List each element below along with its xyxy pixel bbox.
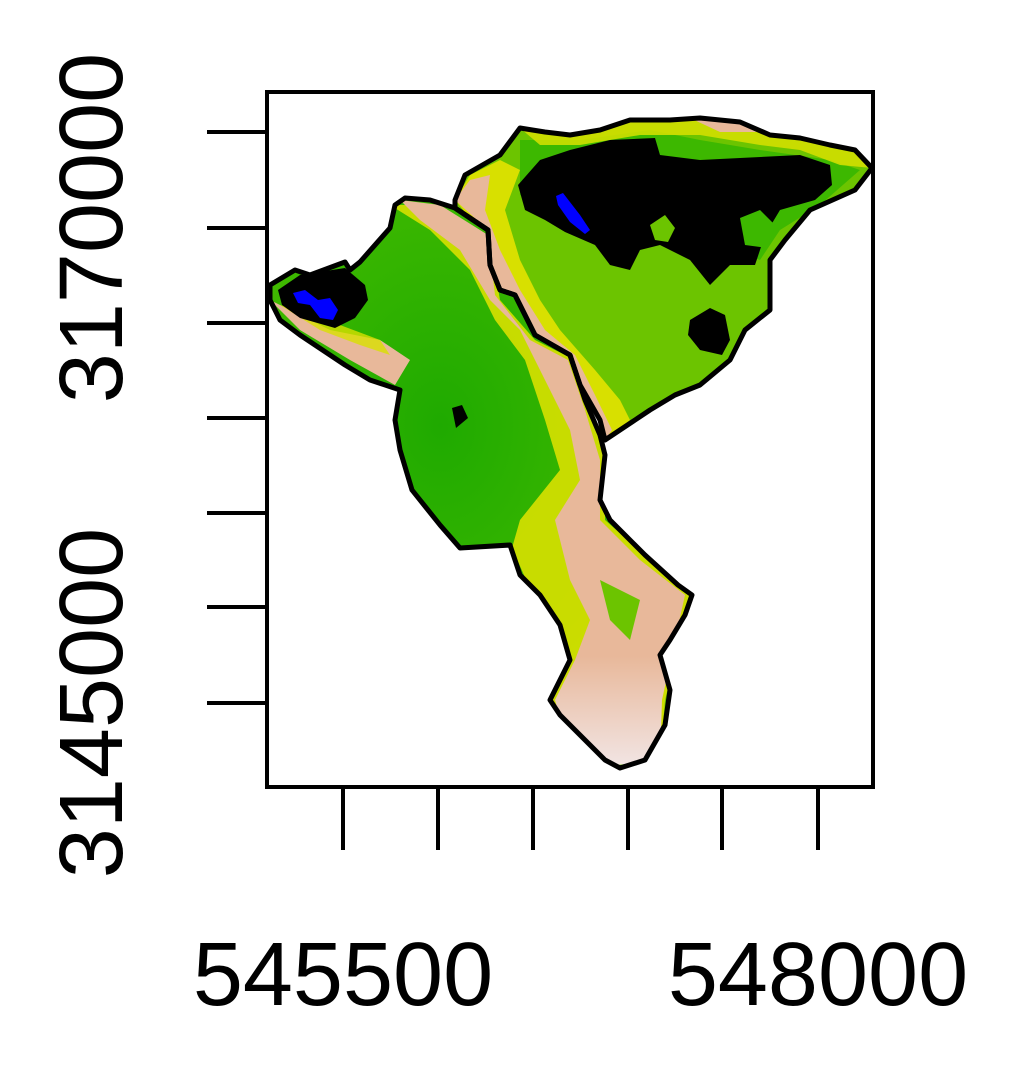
x-axis: 545500 548000 [193,787,968,1025]
west-catchment-boundary [267,195,695,771]
y-tick-label-top: 3170000 [42,53,142,403]
east-catchment-boundary [452,115,875,443]
water-body-east [556,193,590,234]
water-body-west [293,290,338,320]
y-axis: 3170000 3145000 [42,53,267,878]
x-tick-label-left: 545500 [193,925,493,1025]
x-tick-label-right: 548000 [668,925,968,1025]
y-tick-label-bottom: 3145000 [42,528,142,878]
